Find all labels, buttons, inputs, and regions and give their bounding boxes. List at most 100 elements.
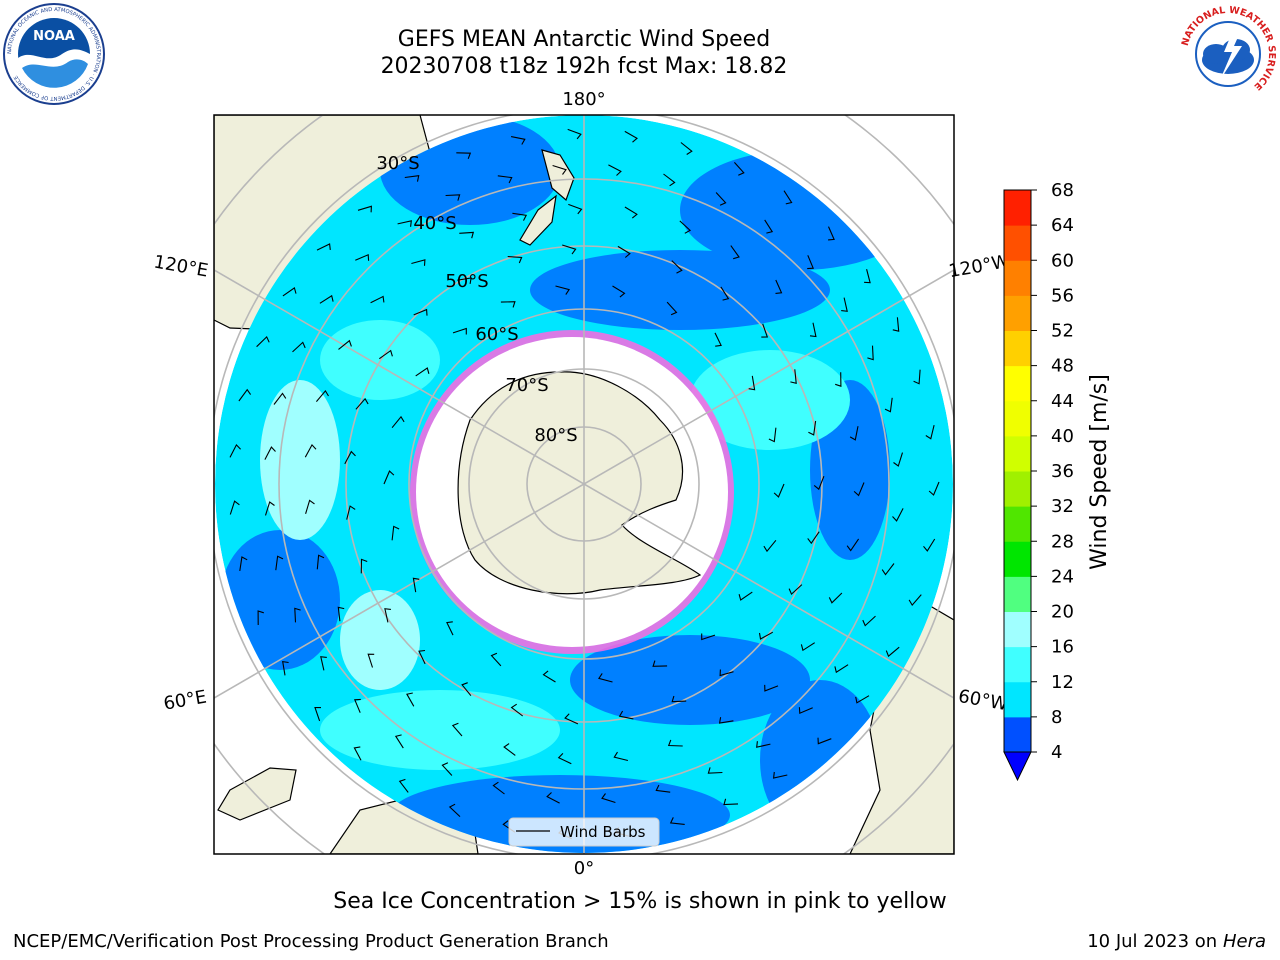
- wind-barb: [448, 803, 461, 818]
- wind-barb: [542, 670, 556, 683]
- madagascar-landmass: [217, 767, 297, 821]
- colorbar-tick-label: 32: [1051, 496, 1074, 517]
- wind-barb: [892, 508, 904, 522]
- wind-barb: [411, 259, 426, 266]
- lat-label-70s: 70°S: [505, 375, 548, 396]
- wind-barb: [353, 746, 362, 761]
- wind-barb: [257, 610, 264, 626]
- lon-label-120w: 120°W: [947, 251, 1011, 282]
- wind-barb: [394, 734, 404, 749]
- wind-barb: [748, 375, 756, 391]
- wind-barb: [510, 703, 524, 717]
- wind-barb: [884, 397, 893, 413]
- wind-barb: [764, 219, 774, 234]
- noaa-logo: NATIONAL OCEANIC AND ATMOSPHERIC ADMINIS…: [3, 3, 105, 105]
- colorbar-extend-arrow: [1003, 751, 1032, 782]
- wind-barb: [319, 294, 334, 304]
- wind-barb: [459, 231, 475, 239]
- wind-barb: [446, 621, 454, 636]
- legend-label: Wind Barbs: [560, 823, 646, 841]
- wind-barb: [492, 781, 505, 795]
- wind-barb: [800, 642, 815, 652]
- wind-barb: [867, 345, 874, 361]
- colorbar-tick-label: 56: [1051, 285, 1074, 306]
- colorbar-bin: [1004, 190, 1031, 226]
- wind-barb: [500, 301, 516, 308]
- lon-label-0: 0°: [574, 858, 594, 879]
- colorbar-tick-label: 36: [1051, 461, 1074, 482]
- wind-barb: [355, 397, 369, 410]
- lat-label-50s: 50°S: [445, 271, 488, 292]
- colorbar-tick-label: 4: [1051, 742, 1062, 763]
- colorbar-bin: [1004, 681, 1031, 718]
- colorbar-bin: [1004, 260, 1031, 296]
- wind-barb: [671, 695, 687, 703]
- wind-barb: [384, 608, 391, 623]
- wind-barb: [756, 741, 771, 748]
- wind-barb: [773, 483, 785, 498]
- wind-barb: [730, 245, 740, 260]
- wind-barb: [655, 784, 671, 793]
- wind-barb: [864, 269, 871, 284]
- colorbar-tick-label: 68: [1051, 180, 1074, 201]
- wind-barb: [378, 349, 393, 360]
- wind-barb: [663, 173, 676, 187]
- wind-barb: [671, 260, 683, 274]
- wind-barb: [892, 317, 900, 332]
- colorbar-bin: [1004, 365, 1031, 402]
- wind-barb: [893, 452, 904, 467]
- colorbar-tick-label: 12: [1051, 672, 1074, 693]
- wind-barb: [239, 556, 248, 571]
- wind-barb: [264, 501, 275, 516]
- wind-barb: [718, 717, 734, 724]
- wind-barb: [461, 682, 472, 697]
- wind-barb: [360, 558, 368, 574]
- wind-barb: [497, 175, 513, 184]
- lon-label-120e: 120°E: [152, 251, 210, 281]
- colorbar-tick-label: 52: [1051, 321, 1074, 342]
- wind-barb: [617, 245, 631, 258]
- wind-barb: [567, 128, 582, 140]
- wind-barb: [568, 203, 583, 215]
- lat-label-80s: 80°S: [534, 425, 577, 446]
- wind-barb: [908, 594, 922, 607]
- wind-barb: [292, 341, 306, 353]
- new-zealand-landmass: [519, 149, 575, 246]
- wind-barb: [715, 192, 727, 206]
- wind-barb: [669, 817, 685, 825]
- wind-barb: [846, 538, 860, 552]
- wind-barb: [353, 698, 361, 713]
- wind-barb: [788, 584, 803, 596]
- wind-barb: [733, 162, 745, 176]
- wind-barb: [510, 136, 526, 145]
- map-title: GEFS MEAN Antarctic Wind Speed: [397, 27, 771, 52]
- footer-credit: NCEP/EMC/Verification Post Processing Pr…: [13, 931, 609, 952]
- wind-barb: [613, 751, 629, 762]
- wind-barb: [667, 739, 683, 747]
- wind-barb: [457, 277, 472, 284]
- colorbar-bin: [1004, 716, 1031, 753]
- wind-barb: [294, 607, 301, 623]
- wind-barb: [451, 722, 463, 737]
- wind-barb: [885, 646, 900, 658]
- lat-label-30s: 30°S: [376, 153, 419, 174]
- wind-barb: [238, 388, 252, 402]
- wind-barb: [841, 297, 848, 312]
- colorbar-bin: [1004, 541, 1031, 577]
- wind-barb: [817, 737, 832, 745]
- wind-barb: [490, 652, 502, 667]
- wind-barb: [337, 606, 345, 622]
- colorbar-bin: [1004, 400, 1031, 437]
- colorbar-tick-label: 28: [1051, 531, 1074, 552]
- wind-barb: [229, 443, 241, 458]
- lat-label-40s: 40°S: [413, 213, 456, 234]
- wind-barb: [282, 660, 289, 676]
- lon-label-60e: 60°E: [162, 686, 208, 714]
- wind-barb: [367, 653, 375, 668]
- wind-barb: [849, 426, 859, 441]
- wind-barb: [413, 308, 428, 316]
- wind-barb: [783, 190, 793, 205]
- wind-barb: [552, 164, 567, 175]
- wind-barb: [445, 194, 461, 201]
